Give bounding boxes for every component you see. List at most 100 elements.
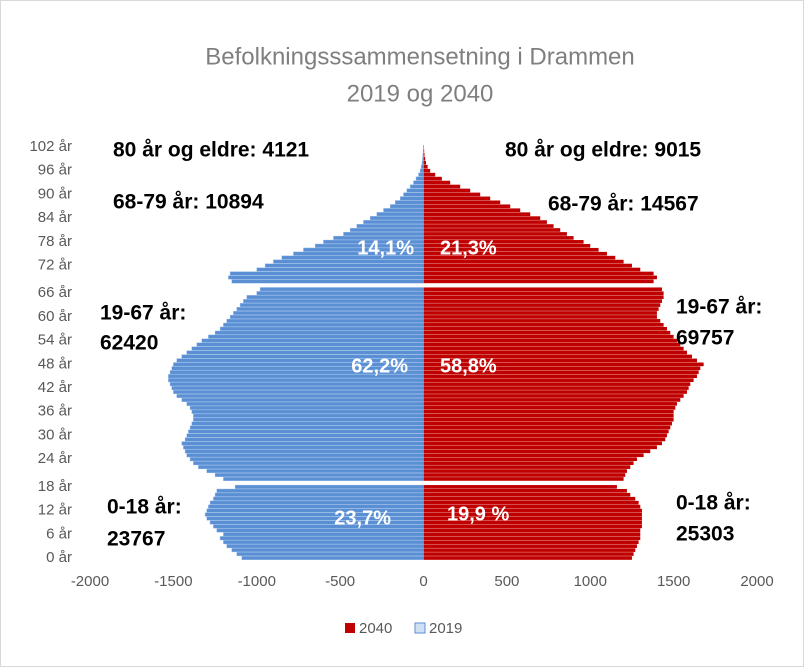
bar — [186, 350, 424, 355]
bar — [413, 180, 424, 185]
bar — [423, 378, 694, 382]
bar — [423, 496, 636, 501]
bar — [231, 279, 424, 284]
bar — [423, 409, 674, 414]
bar — [423, 453, 644, 458]
bar — [423, 323, 664, 327]
annotation: 23767 — [107, 528, 165, 551]
bar — [214, 330, 424, 335]
bar — [423, 413, 674, 418]
y-tick-label: 102 år — [29, 138, 72, 155]
bar — [281, 255, 424, 260]
annotation: 19-67 år: — [100, 302, 186, 325]
y-tick-label: 12 år — [38, 502, 72, 519]
bar — [423, 275, 657, 280]
bar — [196, 342, 424, 347]
bar — [376, 212, 424, 217]
bar — [423, 247, 599, 252]
chart-subtitle: 2019 og 2040 — [347, 80, 494, 107]
bar — [191, 409, 424, 414]
y-tick-label: 30 år — [38, 426, 72, 443]
bar — [173, 362, 424, 367]
bar — [423, 358, 697, 363]
bar — [423, 176, 442, 181]
bar — [186, 453, 424, 458]
bar — [184, 437, 424, 442]
annotation: 80 år og eldre: 4121 — [113, 139, 309, 162]
bar — [406, 188, 424, 193]
bar — [343, 231, 424, 236]
bar — [423, 390, 687, 394]
bar — [423, 374, 697, 379]
bar — [239, 303, 424, 308]
bar — [169, 382, 424, 387]
bar — [423, 334, 674, 339]
y-tick-label: 90 år — [38, 185, 72, 202]
bar — [423, 556, 632, 560]
bar — [188, 429, 424, 434]
legend-label: 2019 — [429, 620, 462, 637]
bar — [189, 425, 424, 430]
bar — [169, 370, 424, 375]
bar — [423, 544, 637, 548]
bar — [246, 295, 424, 300]
bar — [423, 477, 624, 481]
bar — [423, 425, 671, 430]
bar — [223, 532, 424, 537]
bar — [423, 224, 554, 228]
bar — [423, 315, 657, 319]
bar — [423, 342, 681, 347]
bar — [423, 168, 431, 173]
bar — [223, 540, 424, 545]
bar — [423, 473, 626, 477]
x-tick-label: 1000 — [574, 573, 607, 590]
bar — [423, 552, 634, 556]
bar — [423, 469, 627, 473]
bar — [423, 366, 701, 371]
bar — [423, 382, 691, 386]
annotation: 80 år og eldre: 9015 — [505, 139, 701, 162]
bar — [369, 216, 424, 221]
bar — [198, 465, 424, 470]
bar — [423, 299, 662, 303]
bar — [420, 164, 424, 169]
bar — [422, 152, 424, 157]
y-tick-label: 54 år — [38, 332, 72, 349]
bar — [236, 552, 424, 557]
bar — [208, 334, 424, 339]
bar — [394, 200, 424, 205]
bar — [241, 555, 424, 561]
bar — [193, 417, 424, 422]
bar — [423, 516, 642, 521]
bar — [171, 386, 424, 391]
bar — [226, 318, 424, 323]
bar — [223, 322, 424, 327]
bar — [423, 520, 642, 525]
bar — [423, 287, 662, 292]
bar — [423, 160, 427, 165]
bar — [206, 516, 424, 521]
bar — [423, 259, 624, 264]
y-tick-label: 96 år — [38, 162, 72, 179]
bar — [264, 263, 424, 268]
y-tick-label: 42 år — [38, 379, 72, 396]
bar — [293, 251, 424, 256]
bar — [423, 263, 632, 268]
annotation: 58,8% — [440, 355, 497, 377]
bar — [423, 500, 639, 505]
bar — [234, 484, 424, 489]
bar — [193, 461, 424, 466]
bar — [423, 251, 607, 256]
bar — [423, 417, 674, 422]
bar — [423, 433, 667, 438]
bar — [303, 247, 424, 252]
bar — [421, 160, 424, 165]
bar — [356, 224, 424, 229]
bar — [423, 338, 677, 343]
annotation: 14,1% — [357, 237, 414, 259]
bar — [423, 232, 567, 236]
bar — [423, 394, 684, 398]
bar — [183, 445, 424, 450]
bar — [423, 200, 501, 205]
bar — [213, 524, 424, 529]
